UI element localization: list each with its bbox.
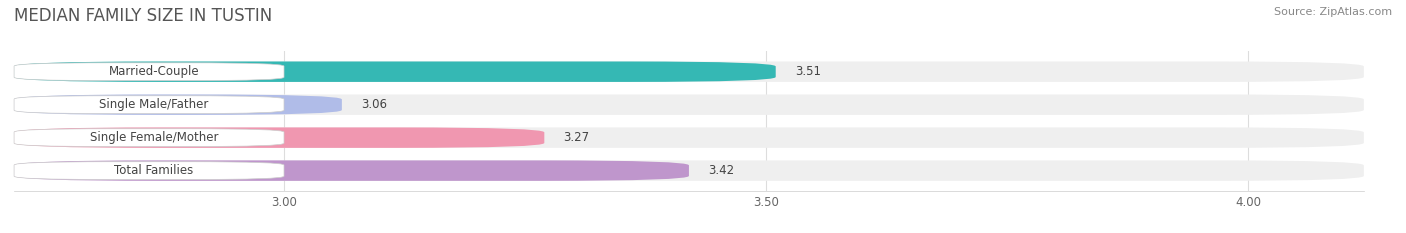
Text: 3.42: 3.42 xyxy=(709,164,734,177)
FancyBboxPatch shape xyxy=(14,127,544,148)
Text: 3.27: 3.27 xyxy=(564,131,589,144)
Text: Source: ZipAtlas.com: Source: ZipAtlas.com xyxy=(1274,7,1392,17)
Text: Single Male/Father: Single Male/Father xyxy=(100,98,208,111)
FancyBboxPatch shape xyxy=(14,62,1364,82)
FancyBboxPatch shape xyxy=(14,96,284,113)
FancyBboxPatch shape xyxy=(14,94,342,115)
FancyBboxPatch shape xyxy=(14,160,689,181)
Text: Single Female/Mother: Single Female/Mother xyxy=(90,131,218,144)
FancyBboxPatch shape xyxy=(14,162,284,179)
FancyBboxPatch shape xyxy=(14,129,284,147)
Text: Total Families: Total Families xyxy=(114,164,194,177)
FancyBboxPatch shape xyxy=(14,63,284,81)
Text: 3.06: 3.06 xyxy=(361,98,387,111)
Text: Married-Couple: Married-Couple xyxy=(108,65,200,78)
Text: 3.51: 3.51 xyxy=(794,65,821,78)
FancyBboxPatch shape xyxy=(14,127,1364,148)
FancyBboxPatch shape xyxy=(14,160,1364,181)
FancyBboxPatch shape xyxy=(14,94,1364,115)
FancyBboxPatch shape xyxy=(14,62,776,82)
Text: MEDIAN FAMILY SIZE IN TUSTIN: MEDIAN FAMILY SIZE IN TUSTIN xyxy=(14,7,273,25)
